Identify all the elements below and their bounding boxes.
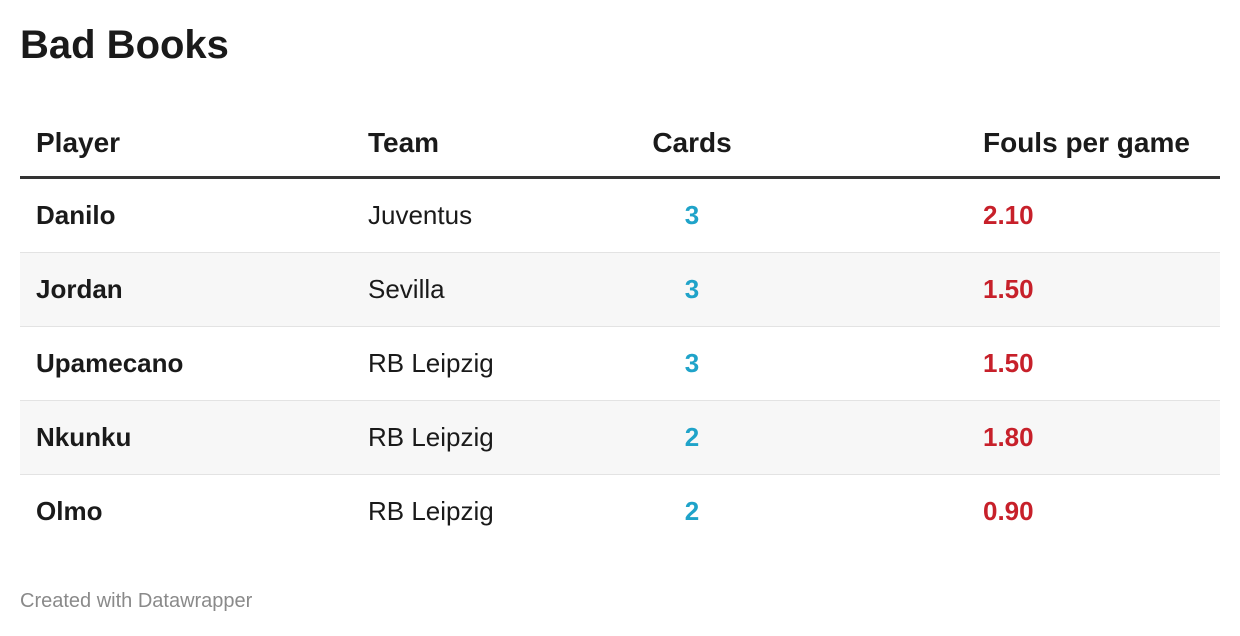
player-cell: Danilo (20, 177, 352, 253)
table-row: Upamecano RB Leipzig 3 1.50 (20, 326, 1220, 401)
fouls-cell: 0.90 (983, 496, 1034, 526)
team-cell: Sevilla (352, 252, 624, 327)
chart-title: Bad Books (20, 23, 229, 67)
cards-cell: 3 (624, 252, 760, 327)
player-cell: Jordan (20, 252, 352, 327)
cards-cell: 3 (624, 177, 760, 253)
fouls-cell: 1.50 (760, 326, 1220, 401)
team-cell: RB Leipzig (352, 400, 624, 475)
fouls-cell: 1.80 (760, 400, 1220, 475)
cards-cell: 2 (624, 400, 760, 475)
data-table: Player Team Cards Fouls per game Danilo … (20, 110, 1220, 548)
table-row: Danilo Juventus 3 2.10 (20, 177, 1220, 253)
header-row: Player Team Cards Fouls per game (20, 110, 1220, 179)
column-header-team[interactable]: Team (352, 110, 624, 179)
column-header-cards[interactable]: Cards (624, 110, 760, 179)
player-cell: Olmo (36, 496, 103, 526)
player-cell: Upamecano (20, 326, 352, 401)
player-cell: Nkunku (20, 400, 352, 475)
table-row: Nkunku RB Leipzig 2 1.80 (20, 400, 1220, 475)
table-row: Jordan Sevilla 3 1.50 (20, 252, 1220, 327)
column-header-player[interactable]: Player (20, 110, 352, 179)
team-cell: RB Leipzig (368, 496, 494, 526)
credit-footer: Created with Datawrapper (20, 590, 253, 612)
table-row: Olmo RB Leipzig 2 0.90 (20, 475, 1220, 549)
team-cell: Juventus (352, 177, 624, 253)
cards-cell: 3 (624, 326, 760, 401)
team-cell: RB Leipzig (352, 326, 624, 401)
column-header-fouls-per-game[interactable]: Fouls per game (760, 110, 1220, 179)
fouls-cell: 1.50 (760, 252, 1220, 327)
fouls-cell: 2.10 (760, 177, 1220, 253)
cards-cell: 2 (684, 496, 700, 526)
